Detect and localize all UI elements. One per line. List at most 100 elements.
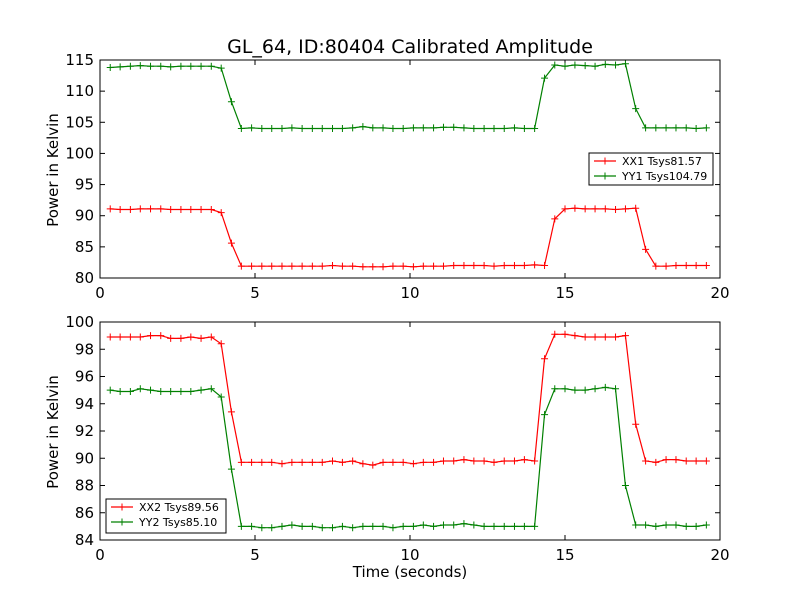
bottom-series-2-point	[187, 387, 195, 395]
top-series-1-point	[702, 262, 710, 270]
top-series-2-point	[157, 62, 165, 70]
bottom-series-1-point	[480, 457, 488, 465]
top-series-1-point	[217, 209, 225, 217]
bottom-series-2-point	[672, 521, 680, 529]
top-series-1-point	[177, 205, 185, 213]
bottom-legend-label: XX2 Tsys89.56	[139, 501, 219, 514]
bottom-series-2-point	[369, 522, 377, 530]
top-series-1-point	[692, 262, 700, 270]
bottom-series-2-point	[157, 387, 165, 395]
bottom-y-tick-label: 94	[75, 395, 94, 413]
bottom-series-2-point	[591, 385, 599, 393]
top-series-1-point	[288, 262, 296, 270]
top-series-1-point	[419, 262, 427, 270]
top-series-1-point	[510, 262, 518, 270]
bottom-series-1-point	[399, 458, 407, 466]
top-series-2-point	[470, 125, 478, 133]
top-series-2-point	[379, 124, 387, 132]
top-series-2-point	[662, 124, 670, 132]
bottom-y-tick-label: 90	[75, 449, 94, 467]
bottom-series-2-point	[227, 465, 235, 473]
bottom-series-1-point	[531, 457, 539, 465]
bottom-series-1-point	[460, 456, 468, 464]
bottom-y-tick-label: 100	[65, 313, 94, 331]
top-series-2-point	[520, 125, 528, 133]
bottom-series-2-point	[258, 524, 266, 532]
bottom-series-2-point	[531, 522, 539, 530]
bottom-series-2-point	[197, 386, 205, 394]
bottom-plot-panel: 0 5 10 15 20 84 86 88 90 92 94 96 98 100 XX2 Tsys89.56…	[65, 313, 729, 564]
bottom-series-1-point	[541, 355, 549, 363]
bottom-series-2-point	[439, 521, 447, 529]
bottom-x-tick-label: 10	[400, 546, 419, 564]
top-series-1-point	[662, 262, 670, 270]
bottom-series-2-point	[338, 522, 346, 530]
bottom-series-2-point	[288, 521, 296, 529]
bottom-series-1-point	[612, 333, 620, 341]
top-series-1-point	[379, 263, 387, 271]
top-series-2-point	[248, 124, 256, 132]
bottom-series-2-point	[298, 522, 306, 530]
bottom-y-tick-label: 84	[75, 531, 94, 549]
top-series-1-point	[642, 245, 650, 253]
top-series-2-point	[389, 125, 397, 133]
bottom-legend-marker	[118, 503, 126, 511]
bottom-series-1-point	[601, 333, 609, 341]
top-series-1-point	[167, 205, 175, 213]
bottom-series-2-point	[702, 521, 710, 529]
bottom-series-1-point	[439, 457, 447, 465]
top-series-1-point	[237, 262, 245, 270]
top-series-1-point	[389, 262, 397, 270]
top-series-2-point	[369, 124, 377, 132]
top-y-axis-label: Power in Kelvin	[44, 113, 62, 227]
top-series-1-point	[126, 205, 134, 213]
bottom-series-2-point	[561, 385, 569, 393]
bottom-series-2-point	[248, 522, 256, 530]
bottom-series-2-point	[106, 386, 114, 394]
top-series-1-point	[621, 205, 629, 213]
bottom-x-tick-label: 20	[710, 546, 729, 564]
top-y-tick-label: 95	[75, 176, 94, 194]
top-series-1-point	[157, 205, 165, 213]
top-series-2-point	[126, 62, 134, 70]
bottom-series-1-point	[682, 457, 690, 465]
top-y-tick-label: 90	[75, 207, 94, 225]
top-series-2-point	[500, 125, 508, 133]
top-series-1-point	[359, 263, 367, 271]
bottom-series-2-point	[278, 522, 286, 530]
top-x-tick-label: 10	[400, 284, 419, 302]
bottom-series-1-point	[136, 333, 144, 341]
top-series-1-point	[318, 262, 326, 270]
top-series-2-point	[106, 63, 114, 71]
bottom-series-1-point	[278, 460, 286, 468]
bottom-series-1-point	[187, 333, 195, 341]
bottom-series-1-point	[338, 458, 346, 466]
bottom-series-1-point	[318, 458, 326, 466]
top-legend-marker	[601, 157, 609, 165]
bottom-series-1-point	[126, 333, 134, 341]
bottom-series-1-point	[116, 333, 124, 341]
top-series-1-point	[551, 215, 559, 223]
bottom-series-2-point	[430, 522, 438, 530]
top-series-2-point	[167, 63, 175, 71]
bottom-series-2-point	[480, 522, 488, 530]
bottom-series-1-point	[621, 332, 629, 340]
top-series-2-point	[601, 60, 609, 68]
bottom-series-1-point	[409, 460, 417, 468]
top-series-2-point	[258, 125, 266, 133]
top-series-2-point	[692, 125, 700, 133]
bottom-series-1-point	[167, 334, 175, 342]
top-series-2-point	[581, 62, 589, 70]
bottom-series-1-point	[500, 457, 508, 465]
top-series-2-point	[338, 125, 346, 133]
bottom-series-2-point	[520, 522, 528, 530]
top-legend-label: XX1 Tsys81.57	[622, 155, 702, 168]
top-series-1-point	[338, 262, 346, 270]
top-series-2-point	[116, 63, 124, 71]
bottom-series-1-point	[389, 458, 397, 466]
top-series-2-point	[652, 124, 660, 132]
top-y-tick-label: 105	[65, 113, 94, 131]
bottom-series-2-point	[450, 521, 458, 529]
top-series-2-point	[490, 125, 498, 133]
bottom-series-2-point	[217, 393, 225, 401]
